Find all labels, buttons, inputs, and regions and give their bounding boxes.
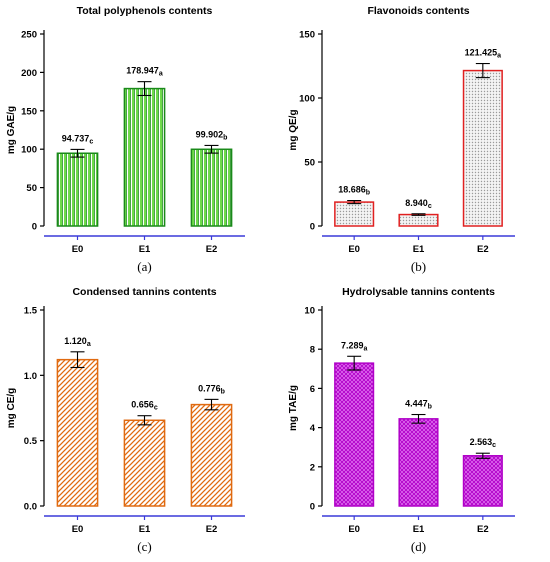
significance-letter: b — [221, 388, 225, 395]
data-label: 18.686b — [338, 185, 370, 197]
bar-e1 — [398, 213, 439, 227]
x-tick-label: E2 — [477, 524, 489, 535]
data-value: 4.447 — [405, 399, 428, 409]
bar-e0 — [334, 201, 375, 227]
bar-e1 — [123, 87, 166, 227]
y-tick-label: 0 — [32, 222, 37, 233]
data-value: 18.686 — [338, 185, 366, 195]
y-tick-label: 100 — [299, 94, 315, 105]
y-tick-label: 8 — [310, 345, 315, 356]
chart-panel-3: Condensed tannins contents mg CE/g 0.0 0.5 1… — [6, 286, 245, 554]
y-tick-label: 1.5 — [24, 306, 38, 317]
data-value: 94.737 — [62, 133, 90, 143]
panel-caption: (d) — [411, 539, 426, 554]
data-label: 99.902b — [196, 129, 228, 141]
chart-title: Total polyphenols contents — [77, 5, 213, 17]
x-tick-label: E0 — [72, 244, 84, 255]
data-label: 7.289a — [341, 340, 368, 352]
x-tick-label: E1 — [413, 524, 425, 535]
y-tick-label: 0.0 — [24, 502, 37, 513]
data-value: 8.940 — [405, 198, 428, 208]
y-tick-label: 10 — [304, 306, 315, 317]
y-tick-label: 0 — [310, 222, 315, 233]
y-axis-label: mg CE/g — [6, 388, 17, 429]
y-tick-label: 50 — [26, 183, 37, 194]
chart-panel-4: Hydrolysable tannins contents mg TAE/g 0 2 4… — [288, 286, 515, 554]
data-label: 0.776b — [198, 383, 225, 395]
chart-title: Condensed tannins contents — [72, 286, 216, 298]
x-tick-label: E2 — [477, 244, 489, 255]
panel-caption: (b) — [411, 259, 426, 274]
y-axis-label: mg GAE/g — [6, 106, 17, 154]
y-tick-label: 150 — [299, 30, 315, 41]
y-tick-label: 0 — [310, 502, 315, 513]
significance-letter: c — [428, 203, 432, 210]
data-value: 2.563 — [470, 437, 493, 447]
chart-panel-2: Flavonoids contents mg QE/g 0 50 100 150 18.68… — [288, 5, 515, 274]
bar-e2 — [190, 148, 233, 227]
x-tick-label: E0 — [72, 524, 84, 535]
significance-letter: b — [428, 404, 432, 411]
y-tick-label: 150 — [21, 106, 37, 117]
x-tick-label: E1 — [139, 524, 151, 535]
x-tick-label: E2 — [206, 524, 218, 535]
data-label: 2.563c — [470, 437, 497, 449]
bar-e0 — [56, 152, 99, 227]
y-tick-label: 1.0 — [24, 371, 37, 382]
significance-letter: a — [363, 345, 367, 352]
bar-e1 — [398, 418, 439, 507]
y-tick-label: 100 — [21, 145, 37, 156]
bar-e2 — [190, 403, 233, 507]
significance-letter: c — [154, 405, 158, 412]
chart-title: Flavonoids contents — [367, 5, 469, 17]
y-tick-label: 250 — [21, 30, 37, 41]
data-label: 8.940c — [405, 198, 432, 210]
bar-e0 — [56, 358, 99, 507]
data-label: 121.425a — [465, 48, 502, 60]
y-tick-label: 6 — [310, 384, 315, 395]
significance-letter: a — [497, 53, 501, 60]
chart-panel-1: Total polyphenols contents mg GAE/g 0 50 100… — [6, 5, 245, 274]
data-value: 7.289 — [341, 340, 364, 350]
data-label: 94.737c — [62, 133, 94, 145]
y-tick-label: 0.5 — [24, 436, 38, 447]
significance-letter: a — [87, 341, 91, 348]
data-value: 178.947 — [126, 66, 159, 76]
data-value: 99.902 — [196, 129, 224, 139]
data-label: 4.447b — [405, 399, 432, 411]
y-tick-label: 2 — [310, 462, 315, 473]
y-tick-label: 4 — [310, 423, 316, 434]
significance-letter: c — [89, 138, 93, 145]
bar-e2 — [462, 455, 503, 507]
y-tick-label: 50 — [304, 158, 315, 169]
y-axis-label: mg QE/g — [288, 109, 299, 150]
bar-e2 — [462, 69, 503, 227]
y-axis-label: mg TAE/g — [288, 385, 299, 431]
significance-letter: b — [366, 190, 370, 197]
data-label: 178.947a — [126, 66, 163, 78]
bar-e1 — [123, 419, 166, 507]
data-label: 1.120a — [64, 336, 91, 348]
significance-letter: b — [223, 134, 227, 141]
panel-caption: (a) — [137, 259, 151, 274]
data-value: 0.776 — [198, 383, 221, 393]
x-tick-label: E1 — [139, 244, 151, 255]
x-tick-label: E1 — [413, 244, 425, 255]
data-value: 1.120 — [64, 336, 87, 346]
data-value: 121.425 — [465, 48, 498, 58]
y-tick-label: 200 — [21, 68, 37, 79]
data-value: 0.656 — [131, 400, 154, 410]
x-tick-label: E2 — [206, 244, 218, 255]
panel-caption: (c) — [137, 539, 151, 554]
data-label: 0.656c — [131, 400, 158, 412]
bar-e0 — [334, 362, 375, 507]
x-tick-label: E0 — [348, 524, 360, 535]
x-tick-label: E0 — [348, 244, 360, 255]
chart-title: Hydrolysable tannins contents — [342, 286, 495, 298]
significance-letter: a — [159, 71, 163, 78]
significance-letter: c — [492, 442, 496, 449]
